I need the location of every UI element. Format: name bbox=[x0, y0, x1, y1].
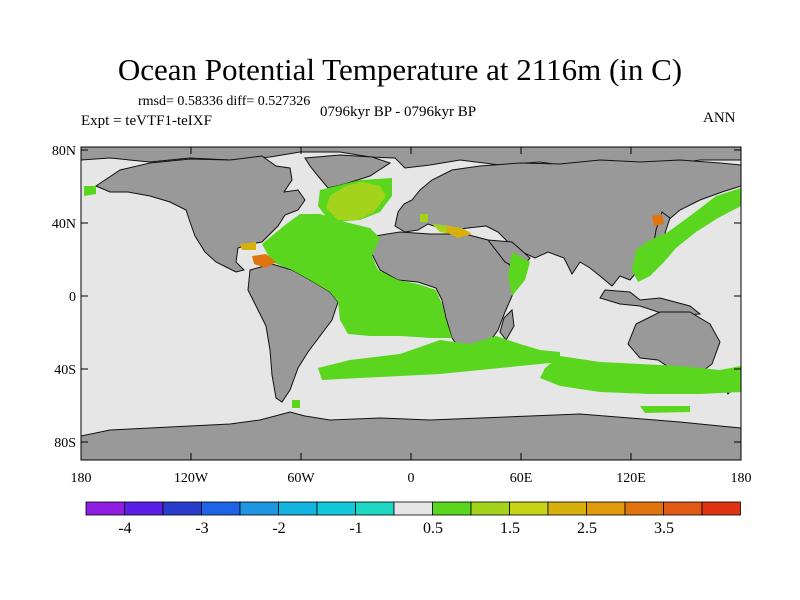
colorbar-swatch bbox=[432, 501, 472, 516]
colorbar-swatch bbox=[509, 501, 549, 516]
anomaly-region-3-0-to-3-5 bbox=[252, 214, 664, 268]
experiment-label: Expt = teVTF1-teIXF bbox=[81, 113, 212, 129]
colorbar-swatch bbox=[624, 501, 664, 516]
colorbar-swatch bbox=[278, 501, 318, 516]
colorbar-swatch bbox=[586, 501, 626, 516]
lon-label-180e: 180 bbox=[731, 471, 752, 486]
colorbar-label-minus-3: -3 bbox=[195, 520, 209, 537]
colorbar-label-2-5: 2.5 bbox=[577, 520, 597, 537]
colorbar-swatch bbox=[701, 501, 741, 516]
lon-label-120w: 120W bbox=[174, 471, 209, 486]
madagascar-land bbox=[499, 308, 515, 341]
colorbar-label-minus-1: -1 bbox=[349, 520, 363, 537]
anomaly-region-2-0-to-2-5 bbox=[240, 226, 472, 250]
lat-label-80n: 80N bbox=[52, 144, 76, 159]
colorbar-swatch bbox=[124, 501, 164, 516]
antarctica-land bbox=[81, 411, 741, 460]
lon-label-60w: 60W bbox=[287, 471, 315, 486]
lat-label-eq: 0 bbox=[69, 290, 76, 305]
lat-label-40n: 40N bbox=[52, 217, 76, 232]
lat-label-80s: 80S bbox=[54, 436, 76, 451]
colorbar-swatch bbox=[162, 501, 202, 516]
lon-ticks bbox=[190, 147, 632, 460]
colorbar-swatch bbox=[470, 501, 510, 516]
lon-label-180w: 180 bbox=[71, 471, 92, 486]
time-period-label: 0796kyr BP - 0796kyr BP bbox=[320, 104, 477, 120]
colorbar bbox=[85, 501, 741, 516]
lat-label-40s: 40S bbox=[54, 363, 76, 378]
colorbar-label-1-5: 1.5 bbox=[500, 520, 520, 537]
colorbar-label-0-5: 0.5 bbox=[423, 520, 443, 537]
colorbar-swatch bbox=[316, 501, 356, 516]
colorbar-swatch bbox=[201, 501, 241, 516]
colorbar-swatch bbox=[663, 501, 703, 516]
colorbar-label-minus-2: -2 bbox=[272, 520, 286, 537]
colorbar-swatch bbox=[547, 501, 587, 516]
lon-label-60e: 60E bbox=[510, 471, 533, 486]
rmsd-diff-stats: rmsd= 0.58336 diff= 0.527326 bbox=[138, 94, 311, 109]
colorbar-label-3-5: 3.5 bbox=[654, 520, 674, 537]
colorbar-swatch bbox=[239, 501, 279, 516]
maritime-continent-land bbox=[599, 289, 702, 317]
lon-label-0: 0 bbox=[408, 471, 415, 486]
colorbar-label-minus-4: -4 bbox=[118, 520, 132, 537]
greenland-land bbox=[304, 154, 392, 189]
colorbar-swatch bbox=[355, 501, 395, 516]
plot-title: Ocean Potential Temperature at 2116m (in… bbox=[117, 52, 683, 87]
colorbar-swatch bbox=[393, 501, 433, 516]
lon-label-120e: 120E bbox=[616, 471, 646, 486]
season-label: ANN bbox=[703, 110, 736, 126]
colorbar-swatch bbox=[85, 501, 125, 516]
lat-ticks bbox=[81, 149, 741, 443]
